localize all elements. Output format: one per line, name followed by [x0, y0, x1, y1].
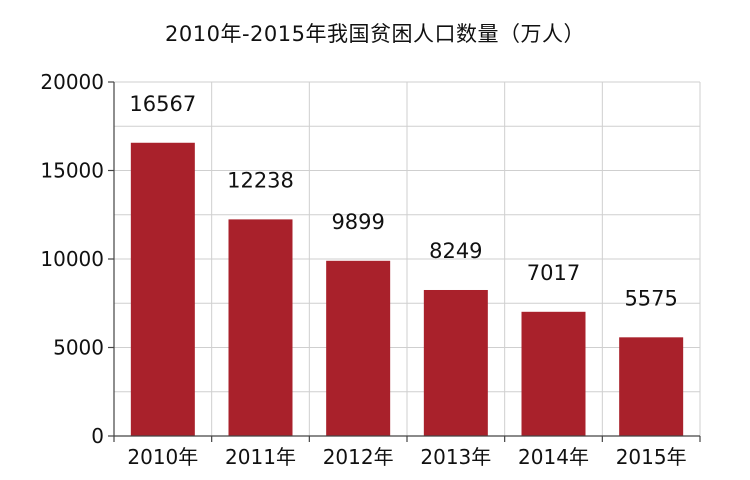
data-label-2014年: 7017 — [527, 261, 580, 285]
bar-2010年 — [130, 142, 195, 436]
y-tick-label: 5000 — [53, 336, 104, 360]
bar-2011年 — [228, 219, 293, 436]
bar-2012年 — [326, 260, 391, 436]
bar-2014年 — [521, 311, 586, 436]
data-label-2013年: 8249 — [429, 239, 482, 263]
labels: 16567 12238 9899 8249 7017 5575 0 5000 10000 1500… — [40, 70, 686, 469]
data-label-2015年: 5575 — [624, 286, 677, 310]
x-tick-label: 2011年 — [225, 445, 296, 469]
data-label-2010年: 16567 — [129, 92, 196, 116]
data-label-2011年: 12238 — [227, 168, 294, 192]
y-tick-label: 20000 — [40, 70, 104, 94]
x-tick-label: 2015年 — [616, 445, 687, 469]
axes — [108, 81, 701, 442]
x-tick-label: 2010年 — [127, 445, 198, 469]
x-tick-label: 2012年 — [323, 445, 394, 469]
x-tick-label: 2013年 — [420, 445, 491, 469]
y-tick-label: 0 — [91, 424, 104, 448]
data-label-2012年: 9899 — [331, 210, 384, 234]
bar-2013年 — [423, 289, 488, 436]
x-tick-label: 2014年 — [518, 445, 589, 469]
y-tick-label: 10000 — [40, 247, 104, 271]
bars — [130, 142, 684, 436]
y-tick-label: 15000 — [40, 159, 104, 183]
chart-title: 2010年-2015年我国贫困人口数量（万人） — [165, 22, 585, 46]
bar-2015年 — [619, 337, 684, 436]
grid-lines — [114, 81, 701, 436]
